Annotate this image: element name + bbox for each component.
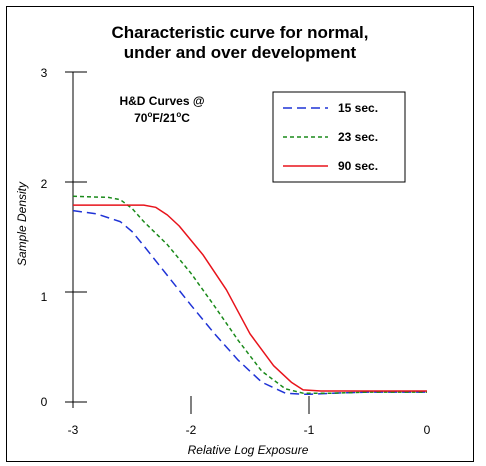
series-line-2 xyxy=(73,204,427,392)
series-group xyxy=(72,195,427,396)
chart-frame xyxy=(6,6,474,462)
legend: 15 sec. 23 sec. 90 sec. xyxy=(283,101,378,173)
x-tick-label-neg1: -1 xyxy=(304,423,315,437)
chart-title-line-1: Characteristic curve for normal, xyxy=(112,23,369,42)
annotation-degree-f: o xyxy=(147,110,152,119)
chart-title-line-2: under and over development xyxy=(124,43,357,62)
x-tick-label-neg3: -3 xyxy=(68,423,79,437)
y-tick-label-2: 2 xyxy=(41,177,48,191)
legend-label-0: 15 sec. xyxy=(338,101,378,115)
series-line-1 xyxy=(72,195,427,394)
x-tick-label-neg2: -2 xyxy=(186,423,197,437)
y-tick-label-1: 1 xyxy=(41,290,48,304)
annotation-unit-c: C xyxy=(181,111,190,125)
series-line-0 xyxy=(72,209,427,396)
y-tick-label-3: 3 xyxy=(41,66,48,80)
annotation-line-2: 70oF/21oC xyxy=(134,110,190,125)
annotation-temp-f: 70 xyxy=(134,111,148,125)
annotation-line-1: H&D Curves @ xyxy=(119,94,204,108)
x-axis-label: Relative Log Exposure xyxy=(188,443,309,457)
legend-label-1: 23 sec. xyxy=(338,130,378,144)
axis-ticks xyxy=(65,71,310,414)
legend-box xyxy=(272,91,406,183)
y-axis-label: Sample Density xyxy=(15,181,29,266)
annotation-degree-c: o xyxy=(176,110,181,119)
annotation-temp-c: F/21 xyxy=(152,111,176,125)
y-tick-label-0: 0 xyxy=(41,395,48,409)
legend-label-2: 90 sec. xyxy=(338,159,378,173)
x-tick-label-0: 0 xyxy=(424,423,431,437)
